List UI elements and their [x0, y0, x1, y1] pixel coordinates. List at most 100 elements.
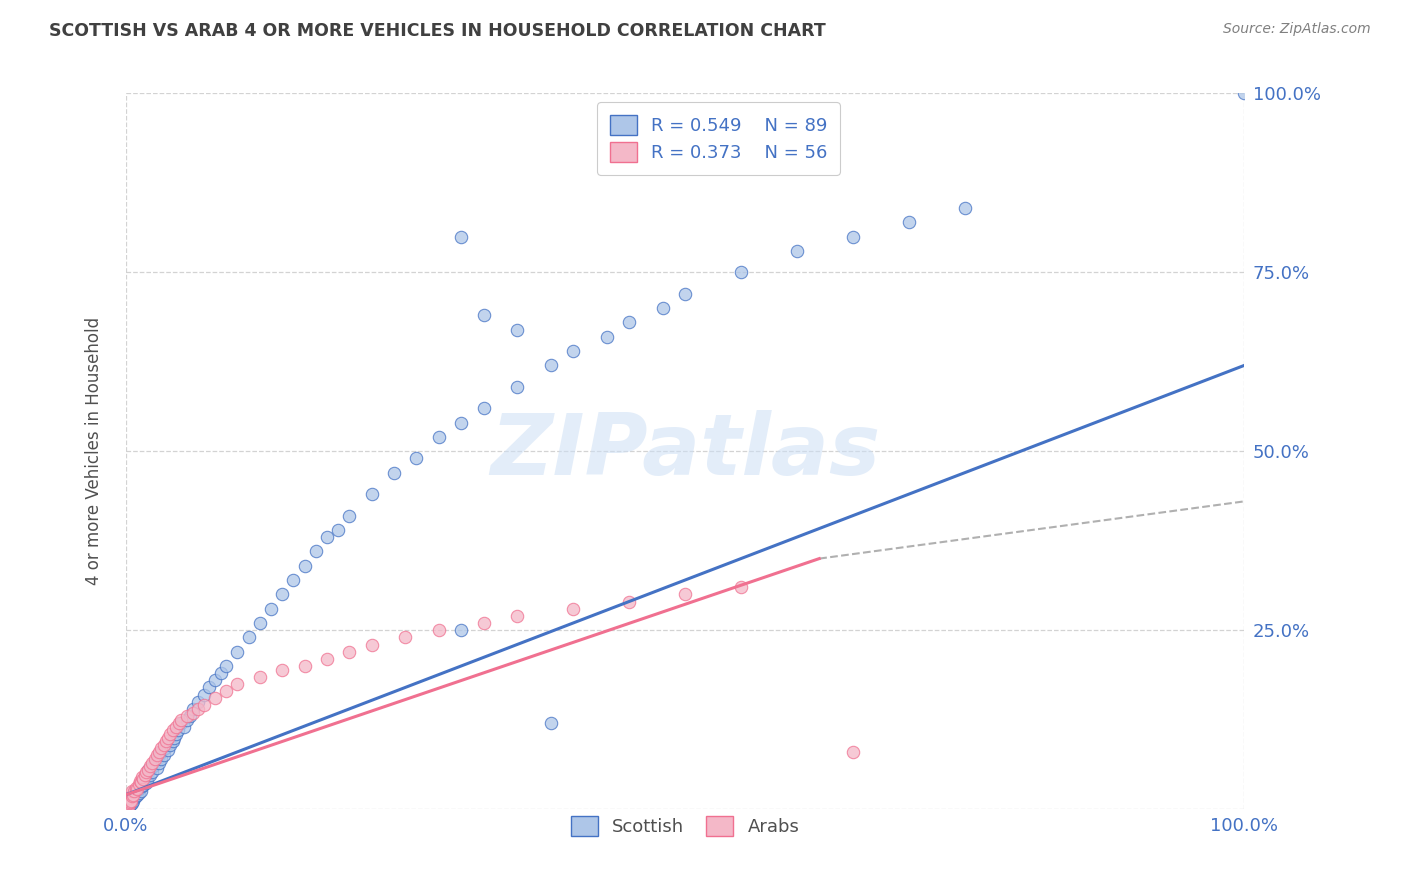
Point: [143, 756, 166, 770]
Point: [897, 215, 920, 229]
Point: [651, 301, 673, 315]
Point: [179, 709, 201, 723]
Point: [181, 702, 204, 716]
Point: [150, 745, 173, 759]
Point: [305, 544, 328, 558]
Point: [118, 795, 141, 809]
Point: [394, 631, 416, 645]
Point: [165, 727, 187, 741]
Point: [132, 772, 155, 786]
Point: [506, 608, 529, 623]
Point: [226, 677, 249, 691]
Point: [141, 764, 163, 779]
Point: [1233, 87, 1256, 101]
Point: [226, 645, 249, 659]
Point: [193, 698, 215, 713]
Point: [134, 768, 156, 782]
Point: [337, 508, 360, 523]
Point: [215, 684, 238, 698]
Point: [124, 791, 146, 805]
Point: [786, 244, 808, 258]
Point: [141, 756, 163, 770]
Point: [120, 791, 142, 805]
Point: [187, 695, 209, 709]
Point: [115, 798, 138, 813]
Point: [271, 663, 294, 677]
Point: [187, 702, 209, 716]
Point: [204, 673, 226, 688]
Point: [129, 780, 152, 795]
Point: [198, 681, 221, 695]
Point: [842, 745, 865, 759]
Point: [120, 797, 142, 811]
Point: [150, 741, 173, 756]
Point: [118, 797, 141, 811]
Point: [260, 601, 283, 615]
Point: [139, 768, 162, 782]
Text: ZIPatlas: ZIPatlas: [489, 409, 880, 492]
Point: [238, 631, 260, 645]
Point: [115, 797, 138, 812]
Point: [152, 748, 174, 763]
Point: [209, 666, 232, 681]
Point: [118, 793, 141, 807]
Point: [124, 786, 146, 800]
Point: [427, 430, 450, 444]
Point: [162, 734, 184, 748]
Point: [122, 788, 145, 802]
Point: [595, 329, 617, 343]
Point: [131, 775, 153, 789]
Point: [136, 763, 159, 777]
Point: [118, 799, 141, 814]
Point: [135, 770, 157, 784]
Point: [143, 752, 166, 766]
Point: [128, 777, 150, 791]
Point: [162, 731, 184, 745]
Point: [131, 770, 153, 784]
Point: [271, 587, 294, 601]
Point: [125, 788, 148, 802]
Point: [120, 793, 142, 807]
Point: [173, 720, 195, 734]
Point: [360, 487, 382, 501]
Point: [162, 723, 184, 738]
Point: [472, 401, 495, 416]
Point: [506, 380, 529, 394]
Point: [294, 659, 316, 673]
Point: [283, 573, 305, 587]
Point: [155, 738, 177, 752]
Point: [450, 229, 472, 244]
Point: [118, 795, 141, 809]
Point: [540, 716, 562, 731]
Point: [128, 782, 150, 797]
Point: [204, 691, 226, 706]
Point: [121, 784, 143, 798]
Point: [148, 756, 170, 770]
Point: [146, 761, 169, 775]
Point: [142, 759, 165, 773]
Point: [132, 778, 155, 792]
Point: [146, 752, 169, 766]
Point: [134, 773, 156, 788]
Point: [215, 659, 238, 673]
Point: [135, 776, 157, 790]
Point: [730, 265, 752, 279]
Point: [125, 782, 148, 797]
Point: [139, 759, 162, 773]
Point: [146, 748, 169, 763]
Point: [673, 286, 696, 301]
Point: [337, 645, 360, 659]
Point: [617, 315, 640, 329]
Point: [249, 615, 271, 630]
Point: [136, 766, 159, 780]
Point: [155, 734, 177, 748]
Point: [121, 796, 143, 810]
Point: [540, 359, 562, 373]
Point: [124, 784, 146, 798]
Point: [170, 713, 193, 727]
Point: [316, 530, 339, 544]
Point: [124, 780, 146, 795]
Point: [170, 716, 193, 731]
Point: [121, 789, 143, 804]
Point: [148, 748, 170, 763]
